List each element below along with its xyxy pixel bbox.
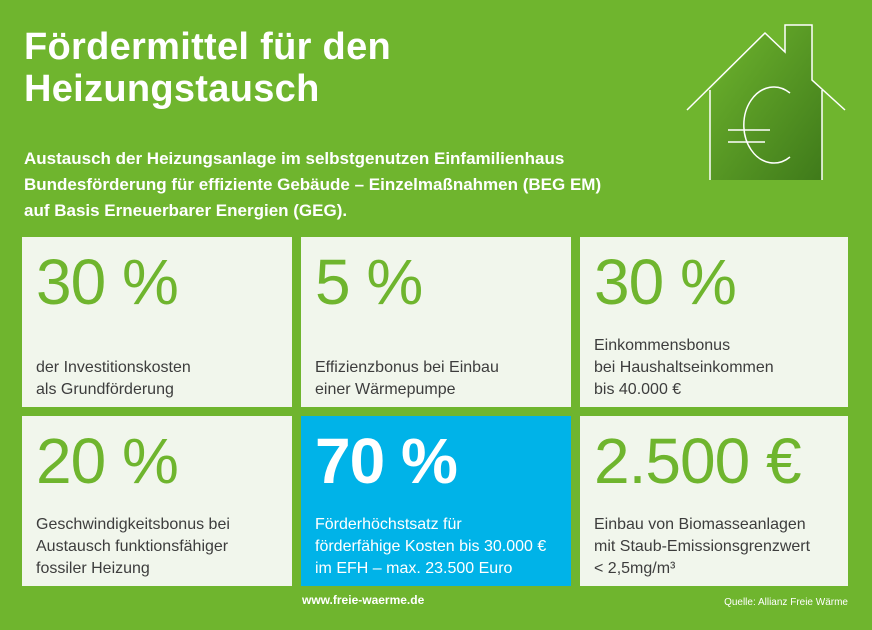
card-speed-bonus: 20 % Geschwindigkeitsbonus bei Austausch … xyxy=(22,416,292,586)
subtitle: Austausch der Heizungsanlage im selbstge… xyxy=(24,146,601,224)
subtitle-line: Bundesförderung für effiziente Gebäude –… xyxy=(24,175,602,194)
card-value: 2.500 € xyxy=(594,425,802,497)
card-income-bonus: 30 % Einkommensbonus bei Haushaltseinkomm… xyxy=(580,237,848,407)
website-link[interactable]: www.freie-waerme.de xyxy=(302,593,425,607)
card-text: der Investitionskosten als Grundförderun… xyxy=(36,359,191,398)
house-euro-icon xyxy=(686,24,846,180)
subtitle-line: Austausch der Heizungsanlage im selbstge… xyxy=(24,149,565,168)
card-value: 70 % xyxy=(315,425,458,497)
card-biomass: 2.500 € Einbau von Biomasseanlagen mit St… xyxy=(580,416,848,586)
page-title: Fördermittel für den Heizungstausch xyxy=(24,26,391,110)
card-efficiency-bonus: 5 % Effizienzbonus bei Einbau einer Wärme… xyxy=(301,237,571,407)
card-base-funding: 30 % der Investitionskosten als Grundförd… xyxy=(22,237,292,407)
card-text: Geschwindigkeitsbonus bei Austausch funk… xyxy=(36,516,230,577)
title-line: Heizungstausch xyxy=(24,68,320,110)
card-text: Förderhöchstsatz für förderfähige Kosten… xyxy=(315,516,547,577)
card-value: 30 % xyxy=(36,246,179,318)
card-value: 5 % xyxy=(315,246,423,318)
card-value: 30 % xyxy=(594,246,737,318)
card-text: Effizienzbonus bei Einbau einer Wärmepum… xyxy=(315,359,499,398)
card-text: Einkommensbonus bei Haushaltseinkommen b… xyxy=(594,337,774,398)
card-text: Einbau von Biomasseanlagen mit Staub-Emi… xyxy=(594,516,811,577)
source-note: Quelle: Allianz Freie Wärme xyxy=(724,597,848,608)
card-value: 20 % xyxy=(36,425,179,497)
card-max-rate: 70 % Förderhöchstsatz für förderfähige Ko… xyxy=(301,416,571,586)
title-line: Fördermittel für den xyxy=(24,26,392,68)
subtitle-line: auf Basis Erneuerbarer Energien (GEG). xyxy=(24,201,348,220)
